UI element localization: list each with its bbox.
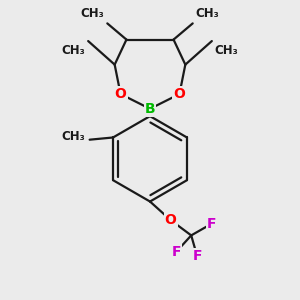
Text: CH₃: CH₃ xyxy=(61,130,85,143)
Text: B: B xyxy=(145,102,155,116)
Text: O: O xyxy=(115,87,127,101)
Text: F: F xyxy=(207,217,217,231)
Text: O: O xyxy=(165,213,176,227)
Text: F: F xyxy=(192,249,202,263)
Text: CH₃: CH₃ xyxy=(61,44,85,57)
Text: CH₃: CH₃ xyxy=(81,8,104,20)
Text: O: O xyxy=(173,87,185,101)
Text: CH₃: CH₃ xyxy=(196,8,219,20)
Text: F: F xyxy=(172,244,181,259)
Text: CH₃: CH₃ xyxy=(215,44,238,57)
